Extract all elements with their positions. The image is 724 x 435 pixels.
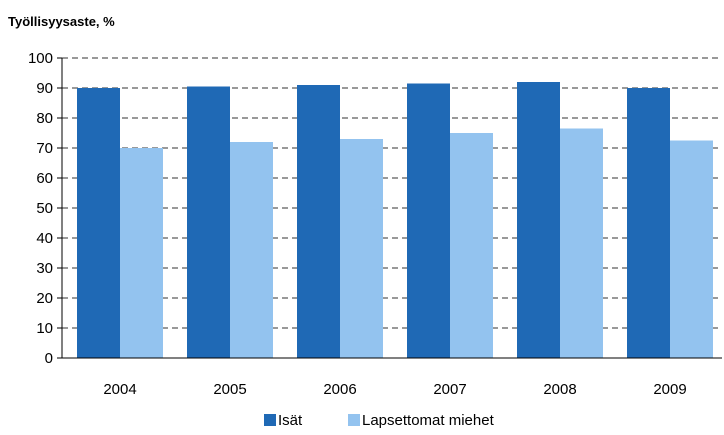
y-tick-labels: 0 10 20 30 40 50 60 70 80 90 100: [28, 50, 53, 367]
y-tick-label-9: 90: [36, 80, 53, 97]
x-tick-label-2006: 2006: [323, 381, 356, 398]
y-tick-label-8: 80: [36, 110, 53, 127]
bar-Isät-2009: [627, 88, 670, 358]
y-tick-label-4: 40: [36, 230, 53, 247]
gridlines: [62, 57, 722, 329]
bar-Isät-2008: [517, 82, 560, 358]
bar-Lapsettomat miehet-2008: [560, 128, 603, 358]
x-tick-label-2004: 2004: [103, 381, 136, 398]
legend: Isät Lapsettomat miehet: [264, 412, 495, 429]
y-tick-label-1: 10: [36, 320, 53, 337]
bar-Lapsettomat miehet-2006: [340, 139, 383, 358]
legend-label-0: Isät: [278, 412, 303, 429]
bar-Isät-2005: [187, 86, 230, 358]
bar-Lapsettomat miehet-2009: [670, 140, 713, 358]
legend-swatch-0: [264, 414, 276, 426]
x-tick-label-2007: 2007: [433, 381, 466, 398]
x-tick-label-2008: 2008: [543, 381, 576, 398]
bar-Isät-2006: [297, 85, 340, 358]
bars: [77, 82, 713, 358]
legend-swatch-1: [348, 414, 360, 426]
y-tick-label-2: 20: [36, 290, 53, 307]
bar-Lapsettomat miehet-2004: [120, 148, 163, 358]
bar-Isät-2007: [407, 83, 450, 358]
y-tick-label-3: 30: [36, 260, 53, 277]
x-tick-label-2009: 2009: [653, 381, 686, 398]
y-tick-label-10: 100: [28, 50, 53, 67]
y-tick-label-7: 70: [36, 140, 53, 157]
chart-title: Työllisyysaste, %: [8, 14, 115, 29]
y-tick-label-5: 50: [36, 200, 53, 217]
y-tick-label-6: 60: [36, 170, 53, 187]
x-tick-labels: 2004 2005 2006 2007 2008 2009: [103, 381, 686, 398]
bar-Isät-2004: [77, 88, 120, 358]
x-tick-label-2005: 2005: [213, 381, 246, 398]
legend-label-1: Lapsettomat miehet: [362, 412, 495, 429]
y-tick-label-0: 0: [45, 350, 53, 367]
bar-Lapsettomat miehet-2007: [450, 133, 493, 358]
bar-Lapsettomat miehet-2005: [230, 142, 273, 358]
axes: [57, 57, 722, 359]
